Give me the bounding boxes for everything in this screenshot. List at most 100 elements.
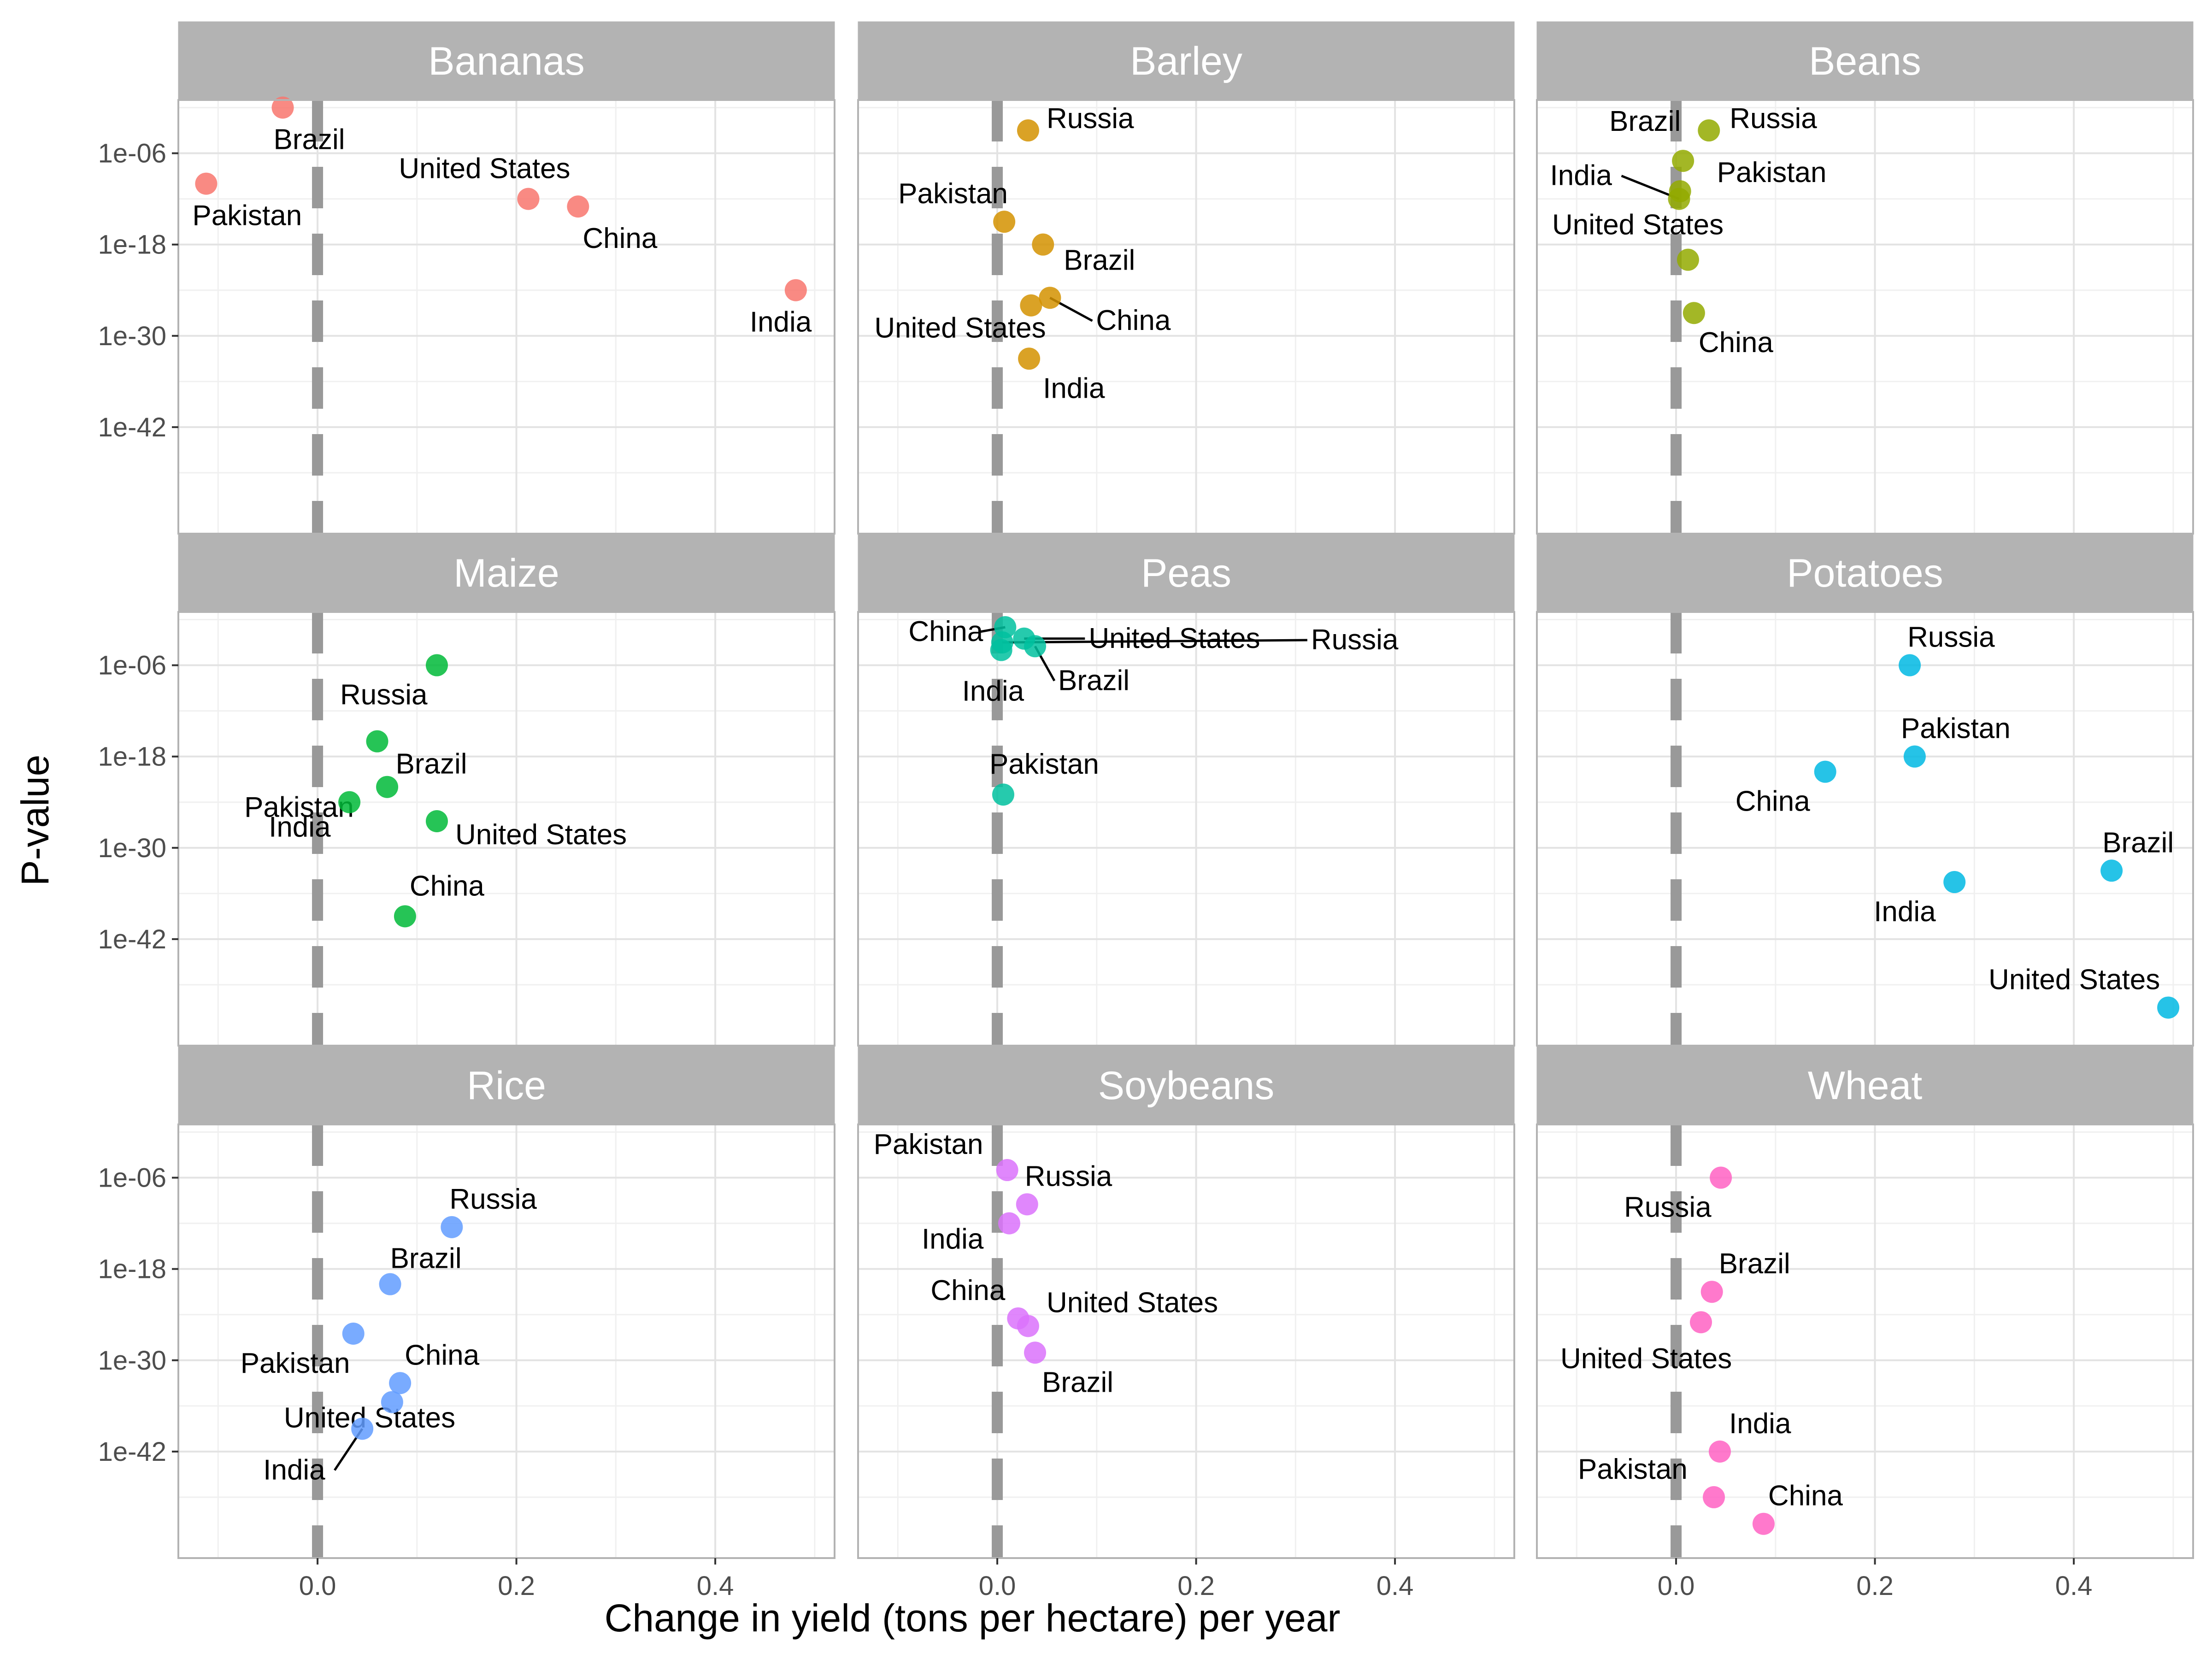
- data-point: [351, 1418, 374, 1440]
- strip-label: Soybeans: [1098, 1064, 1275, 1108]
- plot-background: [1537, 100, 2193, 534]
- plot-background: [178, 612, 835, 1046]
- data-point: [1703, 1486, 1725, 1508]
- point-label: Russia: [1624, 1192, 1712, 1224]
- data-points: [195, 96, 807, 301]
- point-label: China: [1096, 305, 1171, 336]
- panel-border: [1536, 1124, 2194, 1559]
- point-label: India: [922, 1224, 984, 1255]
- gridlines: [178, 100, 835, 534]
- x-tick-label: 0.4: [2055, 1571, 2093, 1601]
- point-label: India: [1043, 372, 1105, 404]
- data-point: [366, 730, 388, 753]
- data-point: [998, 1212, 1020, 1235]
- point-label: Russia: [449, 1183, 537, 1215]
- data-point: [784, 279, 807, 301]
- data-point: [379, 1273, 401, 1295]
- gridlines: [858, 100, 1514, 534]
- point-labels: China United States Russia Brazil India Pakis…: [908, 616, 1399, 780]
- data-point: [389, 1372, 412, 1394]
- panel-border: [857, 1124, 1515, 1559]
- plot-background: [178, 1124, 835, 1558]
- data-point: [1039, 287, 1061, 309]
- data-points: [1814, 654, 2180, 1019]
- data-points: [342, 1216, 463, 1440]
- point-labels: Russia Pakistan China Brazil India United Sta…: [1735, 622, 2174, 996]
- data-point: [1677, 248, 1699, 271]
- panel-bananas: Bananas Brazil Pakistan United States China I…: [177, 21, 835, 535]
- point-label: Pakistan: [989, 748, 1099, 780]
- data-point: [990, 639, 1012, 661]
- point-label: China: [1735, 786, 1811, 818]
- data-point: [1024, 1341, 1047, 1364]
- point-label: Brazil: [1064, 245, 1135, 276]
- gridlines: [858, 612, 1514, 1046]
- data-point: [567, 195, 589, 218]
- y-tick-label: 1e-18: [98, 742, 166, 772]
- y-tick-label: 1e-30: [98, 1346, 166, 1376]
- point-label: Brazil: [274, 124, 345, 156]
- data-point: [1016, 1193, 1038, 1216]
- point-label: India: [1550, 160, 1612, 192]
- point-label: United States: [1552, 209, 1724, 241]
- point-label: United States: [455, 819, 627, 851]
- data-point: [993, 211, 1016, 233]
- point-label: Pakistan: [241, 1347, 350, 1379]
- point-label: China: [405, 1339, 480, 1371]
- data-point: [2157, 996, 2180, 1019]
- data-point: [441, 1216, 463, 1238]
- plot-background: [178, 100, 835, 534]
- data-point: [1017, 119, 1039, 142]
- panel-barley: Barley Russia Pakistan Brazil China United St…: [857, 21, 1515, 535]
- data-point: [195, 172, 218, 195]
- y-tick-label: 1e-42: [98, 1437, 166, 1467]
- strip-label: Barley: [1130, 39, 1242, 83]
- data-point: [1672, 150, 1694, 172]
- data-point: [425, 654, 448, 677]
- point-label: Brazil: [1058, 665, 1130, 696]
- x-tick-label: 0.0: [979, 1571, 1016, 1601]
- x-tick-label: 0.2: [1177, 1571, 1215, 1601]
- y-tick-label: 1e-18: [98, 1254, 166, 1284]
- point-label: Brazil: [396, 748, 467, 780]
- x-tick-label: 0.4: [1377, 1571, 1414, 1601]
- point-labels: Pakistan Russia India China United States Bra…: [874, 1129, 1218, 1398]
- point-labels: Brazil Pakistan United States China India: [192, 124, 812, 338]
- point-label: China: [930, 1275, 1006, 1306]
- point-label: Pakistan: [192, 200, 302, 232]
- data-point: [1020, 294, 1042, 317]
- data-point: [1814, 760, 1836, 783]
- point-label: China: [582, 223, 658, 254]
- point-label: India: [1874, 896, 1936, 928]
- data-point: [342, 1322, 365, 1345]
- point-label: Russia: [1047, 103, 1134, 135]
- data-point: [1698, 119, 1720, 142]
- point-label: Pakistan: [874, 1129, 983, 1160]
- panel-soybeans: Soybeans Pakistan Russia India China United S…: [857, 1046, 1515, 1559]
- data-point: [1708, 1440, 1731, 1463]
- strip-background: [178, 21, 835, 100]
- point-label: Pakistan: [244, 792, 354, 824]
- strip-label: Peas: [1141, 551, 1231, 595]
- point-label: India: [1729, 1408, 1791, 1440]
- y-tick-label: 1e-06: [98, 651, 166, 681]
- strip-background: [1536, 1046, 2194, 1125]
- data-point: [381, 1391, 403, 1413]
- point-label: India: [962, 676, 1024, 707]
- x-tick-label: 0.0: [299, 1571, 336, 1601]
- point-label: United States: [1560, 1343, 1732, 1375]
- plot-background: [1537, 1124, 2193, 1558]
- data-points: [990, 616, 1047, 806]
- point-label: China: [908, 616, 983, 647]
- data-point: [1899, 654, 1921, 677]
- point-label: Pakistan: [1578, 1453, 1688, 1485]
- data-point: [1903, 745, 1926, 768]
- plot-background: [1537, 612, 2193, 1046]
- x-tick-label: 0.0: [1658, 1571, 1695, 1601]
- label-leader-line: [1002, 639, 1307, 644]
- panel-beans: Beans Russia Brazil Pakistan India United Sta…: [1536, 21, 2194, 535]
- point-label: Pakistan: [1901, 713, 2011, 745]
